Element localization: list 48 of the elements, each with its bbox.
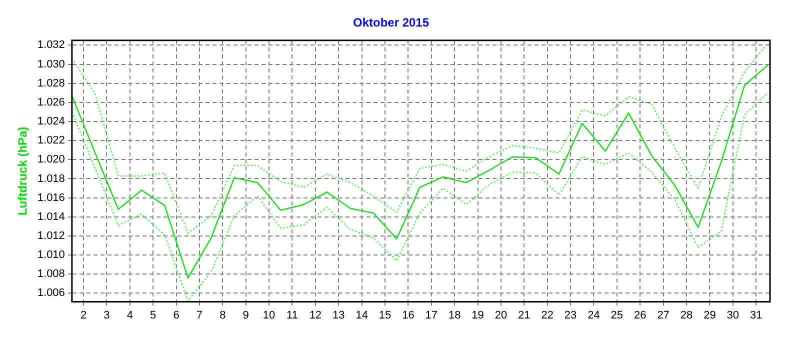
x-tick-label: 27 (657, 309, 670, 322)
x-tick-label: 30 (726, 309, 740, 322)
y-tick-label: 1.028 (37, 77, 65, 90)
line-series (72, 42, 768, 234)
y-tick-label: 1.006 (37, 287, 65, 300)
x-tick-label: 20 (494, 309, 508, 322)
y-axis-title: Luftdruck (hPa) (16, 126, 30, 216)
chart-title: Oktober 2015 (352, 16, 430, 30)
line-series (72, 92, 768, 302)
x-tick-label: 28 (680, 309, 693, 322)
y-tick-label: 1.022 (37, 134, 65, 147)
x-tick-label: 12 (309, 309, 322, 322)
x-tick-label: 11 (286, 309, 298, 322)
x-tick-label: 25 (610, 309, 624, 322)
x-tick-label: 13 (332, 309, 345, 322)
x-tick-label: 18 (448, 309, 461, 322)
y-tick-label: 1.018 (37, 172, 65, 185)
x-tick-label: 21 (518, 309, 530, 322)
y-tick-label: 1.012 (37, 230, 65, 242)
x-tick-label: 17 (425, 309, 438, 322)
x-tick-label: 23 (564, 309, 577, 322)
y-tick-label: 1.020 (37, 154, 65, 166)
y-tick-label: 1.008 (37, 268, 65, 280)
x-tick-label: 9 (242, 309, 249, 322)
x-tick-label: 5 (150, 309, 156, 322)
x-tick-label: 16 (402, 309, 414, 322)
x-tick-label: 29 (704, 309, 716, 322)
x-tick-label: 15 (378, 309, 392, 322)
x-tick-label: 19 (472, 309, 484, 322)
x-tick-label: 8 (220, 309, 226, 322)
y-tick-label: 1.016 (37, 192, 65, 204)
x-tick-label: 3 (104, 309, 110, 322)
x-tick-label: 22 (541, 309, 554, 322)
y-tick-label: 1.032 (37, 39, 65, 52)
y-tick-label: 1.030 (37, 58, 65, 70)
y-tick-label: 1.026 (37, 96, 65, 108)
x-tick-label: 2 (80, 309, 87, 322)
x-tick-label: 14 (356, 309, 368, 322)
x-tick-label: 24 (588, 309, 600, 322)
x-tick-label: 26 (634, 309, 646, 322)
x-tick-label: 4 (126, 309, 133, 322)
x-tick-label: 6 (173, 309, 180, 322)
x-tick-label: 7 (196, 309, 203, 322)
x-tick-label: 10 (262, 309, 276, 322)
y-tick-label: 1.014 (37, 210, 65, 223)
y-tick-label: 1.024 (37, 116, 65, 128)
x-tick-label: 31 (750, 309, 762, 322)
y-tick-label: 1.010 (37, 249, 65, 262)
